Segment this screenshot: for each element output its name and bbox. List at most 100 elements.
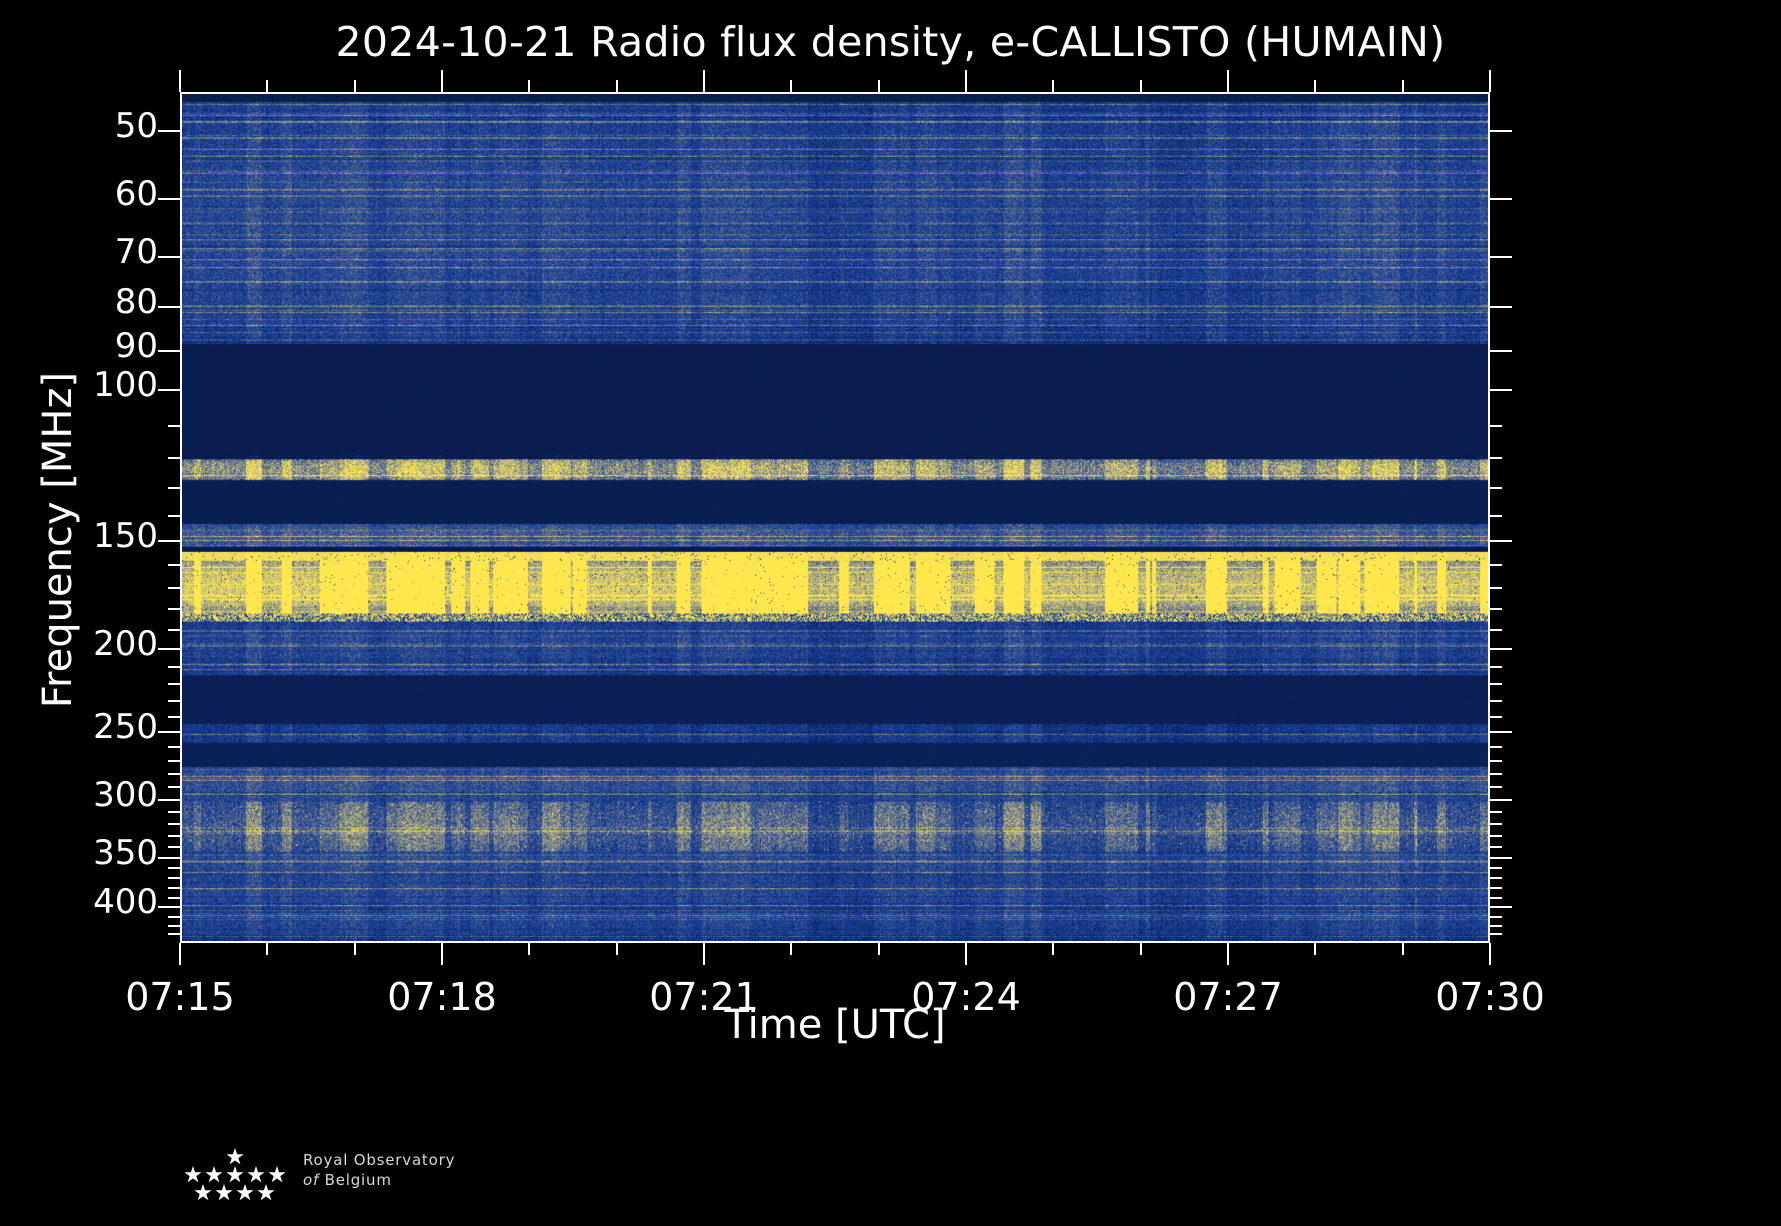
x-tick-minor — [1314, 943, 1317, 955]
y-tick-minor — [168, 665, 180, 668]
y-tick-minor — [168, 745, 180, 748]
y-tick-minor — [168, 424, 180, 427]
y-tick-mark-right — [1490, 731, 1512, 733]
x-tick-minor — [528, 943, 531, 955]
y-tick-minor — [168, 811, 180, 814]
y-tick-minor-right — [1490, 823, 1502, 826]
eu-stars-logo-icon — [184, 1148, 286, 1201]
credit-belgium: Belgium — [324, 1171, 392, 1190]
y-tick-mark — [158, 255, 180, 258]
y-tick-minor-right — [1490, 896, 1502, 899]
y-tick-label: 50 — [114, 106, 158, 147]
x-tick-minor — [615, 943, 618, 955]
y-tick-mark-right — [1490, 540, 1512, 543]
y-tick-mark-right — [1490, 647, 1512, 650]
y-tick-minor-right — [1490, 424, 1502, 427]
y-tick-minor-right — [1490, 514, 1502, 517]
y-tick-mark — [158, 540, 180, 543]
y-tick-minor-right — [1490, 715, 1502, 718]
y-tick-minor — [168, 786, 180, 789]
x-tick-label: 07:30 — [1435, 975, 1545, 1019]
x-tick-minor-top — [1314, 80, 1317, 92]
x-tick-minor — [266, 943, 269, 955]
y-tick-mark-right — [1490, 305, 1512, 308]
y-tick-minor-right — [1490, 683, 1502, 686]
y-tick-mark-right — [1490, 255, 1512, 258]
y-tick-mark-right — [1490, 198, 1512, 201]
y-tick-minor — [168, 834, 180, 837]
credit-line-1: Royal Observatory — [303, 1151, 456, 1169]
x-tick-mark — [965, 943, 967, 965]
y-tick-minor — [168, 608, 180, 611]
x-tick-minor-top — [353, 80, 356, 92]
y-tick-minor — [168, 683, 180, 686]
plot-area — [180, 92, 1490, 943]
y-tick-minor-right — [1490, 628, 1502, 631]
y-tick-minor-right — [1490, 877, 1502, 880]
y-tick-minor — [168, 699, 180, 702]
y-tick-mark — [158, 799, 180, 802]
y-tick-label: 90 — [114, 325, 158, 366]
y-tick-mark-right — [1490, 130, 1512, 133]
royal-observatory-credit: Royal Observatory of Belgium — [175, 1146, 595, 1208]
x-tick-minor — [1139, 943, 1142, 955]
x-tick-label: 07:24 — [911, 975, 1021, 1019]
y-tick-label: 250 — [93, 707, 158, 747]
x-tick-minor-top — [790, 80, 793, 92]
y-tick-minor-right — [1490, 887, 1502, 890]
spectrogram-canvas — [182, 94, 1488, 941]
y-tick-minor-right — [1490, 915, 1502, 918]
x-tick-minor-top — [615, 80, 618, 92]
credit-text: Royal Observatory of Belgium — [303, 1150, 455, 1191]
x-tick-label: 07:27 — [1173, 975, 1283, 1019]
y-tick-minor-right — [1490, 457, 1502, 460]
x-tick-minor — [790, 943, 793, 955]
y-tick-minor — [168, 896, 180, 899]
y-tick-minor — [168, 915, 180, 918]
x-tick-mark-top — [965, 70, 967, 92]
x-axis-title: Time [UTC] — [724, 1002, 946, 1048]
x-tick-mark — [1227, 943, 1229, 965]
x-tick-mark — [703, 943, 705, 965]
y-tick-minor — [168, 887, 180, 890]
y-tick-minor-right — [1490, 587, 1502, 590]
y-tick-minor-right — [1490, 786, 1502, 789]
y-tick-minor — [168, 877, 180, 880]
x-tick-mark-top — [179, 70, 181, 92]
y-tick-minor — [168, 628, 180, 631]
y-tick-mark-right — [1490, 856, 1512, 859]
credit-line-2: of Belgium — [303, 1170, 455, 1190]
x-tick-label: 07:21 — [649, 975, 759, 1019]
x-tick-minor — [1401, 943, 1404, 955]
y-tick-mark-right — [1490, 349, 1512, 352]
y-tick-mark — [158, 856, 180, 859]
y-tick-label: 200 — [93, 623, 158, 664]
y-tick-minor-right — [1490, 745, 1502, 748]
x-tick-label: 07:18 — [387, 975, 497, 1019]
y-tick-minor — [168, 564, 180, 567]
y-tick-label: 150 — [93, 516, 158, 557]
y-tick-minor — [168, 715, 180, 718]
x-tick-minor — [1052, 943, 1055, 955]
x-tick-minor-top — [1401, 80, 1404, 92]
y-tick-minor — [168, 587, 180, 590]
y-tick-mark — [158, 349, 180, 352]
y-tick-mark-right — [1490, 906, 1512, 909]
x-tick-mark-top — [1489, 70, 1491, 92]
y-tick-label: 400 — [93, 882, 158, 923]
credit-of: of — [303, 1171, 320, 1190]
y-tick-minor-right — [1490, 665, 1502, 668]
y-tick-mark — [158, 198, 180, 201]
y-tick-minor — [168, 823, 180, 826]
y-tick-minor — [168, 773, 180, 776]
x-tick-minor-top — [1052, 80, 1055, 92]
y-tick-minor — [168, 924, 180, 927]
y-tick-label: 300 — [93, 775, 158, 816]
y-tick-label: 60 — [114, 174, 158, 215]
y-tick-minor — [168, 867, 180, 870]
y-tick-minor-right — [1490, 867, 1502, 870]
y-tick-label: 70 — [114, 231, 158, 272]
y-tick-minor-right — [1490, 564, 1502, 567]
y-tick-minor-right — [1490, 834, 1502, 837]
x-tick-mark — [179, 943, 181, 965]
